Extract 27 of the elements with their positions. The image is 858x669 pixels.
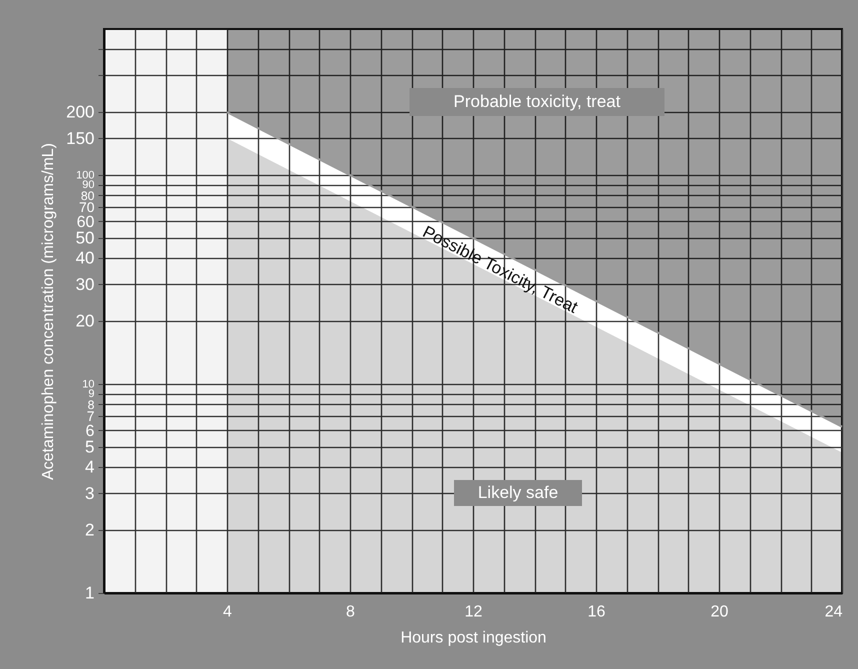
y-tick-label: 2 <box>85 520 94 540</box>
y-axis-title: Acetaminophen concentration (micrograms/mL) <box>40 142 58 480</box>
y-tick-label: 30 <box>76 274 94 294</box>
y-tick-label: 60 <box>76 212 95 231</box>
y-tick-label: 9 <box>88 388 94 400</box>
y-tick-label: 6 <box>86 422 95 440</box>
y-tick-label: 5 <box>85 437 94 456</box>
x-axis-title: Hours post ingestion <box>400 630 546 646</box>
y-tick-label: 100 <box>76 170 94 182</box>
x-tick-label: 24 <box>824 604 843 620</box>
y-tick-label: 150 <box>66 128 94 148</box>
y-tick-label: 40 <box>76 248 94 268</box>
y-tick-label: 3 <box>85 484 94 503</box>
annotation: Likely safe <box>478 483 558 502</box>
x-tick-label: 12 <box>464 604 482 620</box>
y-tick-label: 50 <box>76 228 94 248</box>
y-tick-label: 1 <box>85 584 94 602</box>
y-tick-label: 90 <box>82 179 94 192</box>
y-tick-label: 200 <box>66 102 94 122</box>
x-tick-label: 4 <box>223 604 232 620</box>
y-tick-label: 20 <box>76 312 94 331</box>
y-tick-label: 4 <box>85 458 94 477</box>
annotation: Probable toxicity, treat <box>454 92 621 111</box>
x-tick-label: 16 <box>588 604 606 620</box>
x-tick-label: 20 <box>710 604 728 620</box>
x-tick-label: 8 <box>346 604 356 620</box>
y-tick-label: 10 <box>82 378 94 391</box>
